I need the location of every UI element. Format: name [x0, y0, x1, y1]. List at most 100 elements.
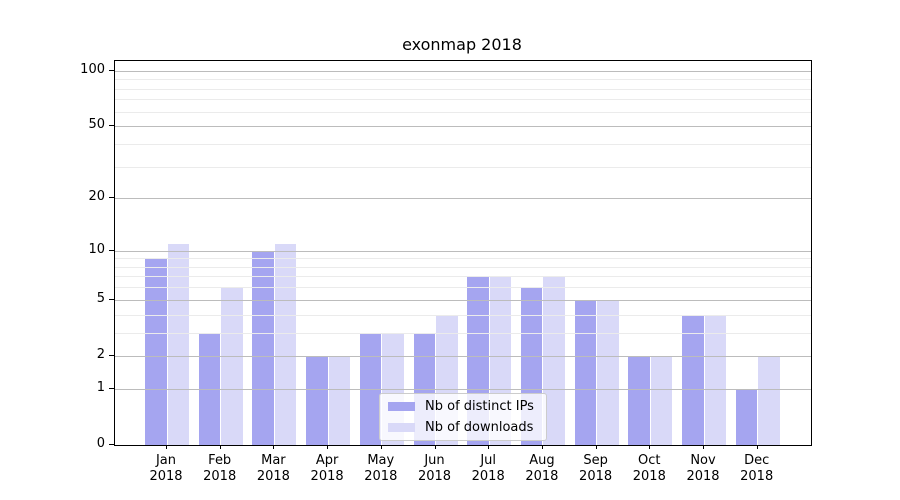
gridline-major-1	[115, 388, 811, 390]
bar-nov-ips	[682, 314, 704, 445]
gridline-major-2	[115, 355, 811, 357]
xtick-mark-jun	[434, 445, 436, 449]
ytick-mark-20	[109, 197, 114, 199]
xtick-year: 2018	[256, 469, 290, 484]
gridline-minor-90	[115, 79, 811, 81]
ytick-mark-50	[109, 125, 114, 127]
legend-entry-downloads: Nb of downloads	[380, 418, 546, 437]
legend-label-downloads: Nb of downloads	[425, 420, 534, 435]
xtick-year: 2018	[203, 469, 237, 484]
xtick-label-aug: Aug 2018	[512, 453, 572, 485]
bar-sep-downloads	[597, 299, 619, 445]
xtick-month: Jul	[480, 453, 497, 468]
xtick-mark-nov	[703, 445, 704, 449]
ytick-mark-10	[109, 249, 114, 251]
ytick-label-10: 10	[88, 241, 105, 257]
bar-jan-downloads	[167, 243, 189, 445]
xtick-label-sep: Sep 2018	[566, 453, 626, 485]
bar-aug-downloads	[543, 276, 565, 445]
xtick-mark-feb	[219, 445, 221, 449]
ytick-label-2: 2	[96, 346, 105, 362]
xtick-year: 2018	[364, 469, 398, 484]
xtick-mark-jul	[488, 445, 490, 449]
gridline-minor-7	[115, 276, 811, 278]
xtick-mark-sep	[595, 445, 597, 449]
xtick-month: Jan	[155, 453, 177, 468]
xtick-month: Feb	[208, 453, 232, 468]
xtick-month: Mar	[261, 453, 286, 468]
gridline-major-100	[115, 70, 811, 72]
legend-swatch-distinct-ips	[388, 402, 415, 411]
xtick-label-jul: Jul 2018	[458, 453, 518, 485]
legend-swatch-downloads	[388, 423, 415, 432]
xtick-label-feb: Feb 2018	[190, 453, 250, 485]
xtick-year: 2018	[686, 469, 720, 484]
xtick-month: Sep	[583, 453, 608, 468]
xtick-year: 2018	[310, 469, 344, 484]
xtick-year: 2018	[579, 469, 613, 484]
xtick-year: 2018	[149, 469, 183, 484]
bar-sep-ips	[574, 299, 597, 445]
xtick-label-dec: Dec 2018	[727, 453, 787, 485]
xtick-year: 2018	[740, 469, 774, 484]
bar-apr-downloads	[328, 355, 351, 445]
ytick-mark-0	[109, 444, 114, 445]
xtick-mark-mar	[273, 445, 275, 449]
bar-nov-downloads	[704, 314, 726, 445]
xtick-month: Apr	[315, 453, 339, 468]
gridline-minor-9	[115, 258, 811, 260]
xtick-month: Jun	[424, 453, 445, 468]
xtick-mark-dec	[756, 445, 758, 449]
gridline-minor-4	[115, 314, 811, 316]
xtick-year: 2018	[471, 469, 505, 484]
xtick-mark-oct	[649, 445, 651, 449]
xtick-mark-aug	[541, 445, 543, 449]
xtick-label-mar: Mar 2018	[243, 453, 303, 485]
xtick-mark-apr	[327, 445, 329, 449]
xtick-month: Dec	[744, 453, 770, 468]
xtick-year: 2018	[632, 469, 666, 484]
xtick-label-nov: Nov 2018	[673, 453, 733, 485]
gridline-minor-60	[115, 111, 811, 113]
xtick-mark-jan	[166, 445, 167, 449]
gridline-minor-80	[115, 88, 811, 90]
gridline-minor-30	[115, 166, 811, 168]
xtick-month: Oct	[638, 453, 661, 468]
xtick-month: Aug	[529, 453, 555, 468]
ytick-mark-2	[109, 354, 114, 356]
ytick-mark-1	[109, 387, 114, 389]
xtick-label-jan: Jan 2018	[136, 453, 196, 485]
gridline-minor-70	[115, 99, 811, 101]
legend-entry-distinct-ips: Nb of distinct IPs	[380, 397, 546, 416]
xtick-month: May	[367, 453, 395, 468]
gridline-minor-3	[115, 332, 811, 334]
bar-dec-downloads	[758, 355, 780, 445]
ytick-mark-100	[109, 69, 114, 71]
bar-oct-downloads	[650, 355, 673, 445]
ytick-label-20: 20	[88, 189, 105, 205]
bar-feb-downloads	[221, 287, 243, 445]
bar-dec-ips	[735, 388, 758, 445]
bar-oct-ips	[628, 355, 650, 445]
gridline-major-50	[115, 126, 811, 128]
bar-apr-ips	[306, 355, 328, 445]
bar-jan-ips	[145, 258, 167, 445]
gridline-major-20	[115, 198, 811, 200]
xtick-label-apr: Apr 2018	[297, 453, 357, 485]
gridline-major-5	[115, 299, 811, 301]
gridline-major-10	[115, 250, 811, 252]
gridline-minor-40	[115, 143, 811, 145]
xtick-month: Nov	[690, 453, 716, 468]
xtick-label-jun: Jun 2018	[405, 453, 465, 485]
plot-area: Nb of distinct IPs Nb of downloads	[114, 60, 812, 446]
xtick-label-oct: Oct 2018	[619, 453, 679, 485]
ytick-label-1: 1	[96, 379, 105, 395]
legend: Nb of distinct IPs Nb of downloads	[379, 393, 547, 441]
ytick-label-0: 0	[96, 436, 105, 451]
ytick-label-100: 100	[80, 61, 105, 77]
bar-mar-downloads	[274, 243, 297, 445]
chart-title: exonmap 2018	[402, 35, 522, 54]
legend-label-distinct-ips: Nb of distinct IPs	[425, 399, 534, 414]
ytick-mark-5	[109, 298, 114, 300]
ytick-label-5: 5	[96, 290, 105, 306]
